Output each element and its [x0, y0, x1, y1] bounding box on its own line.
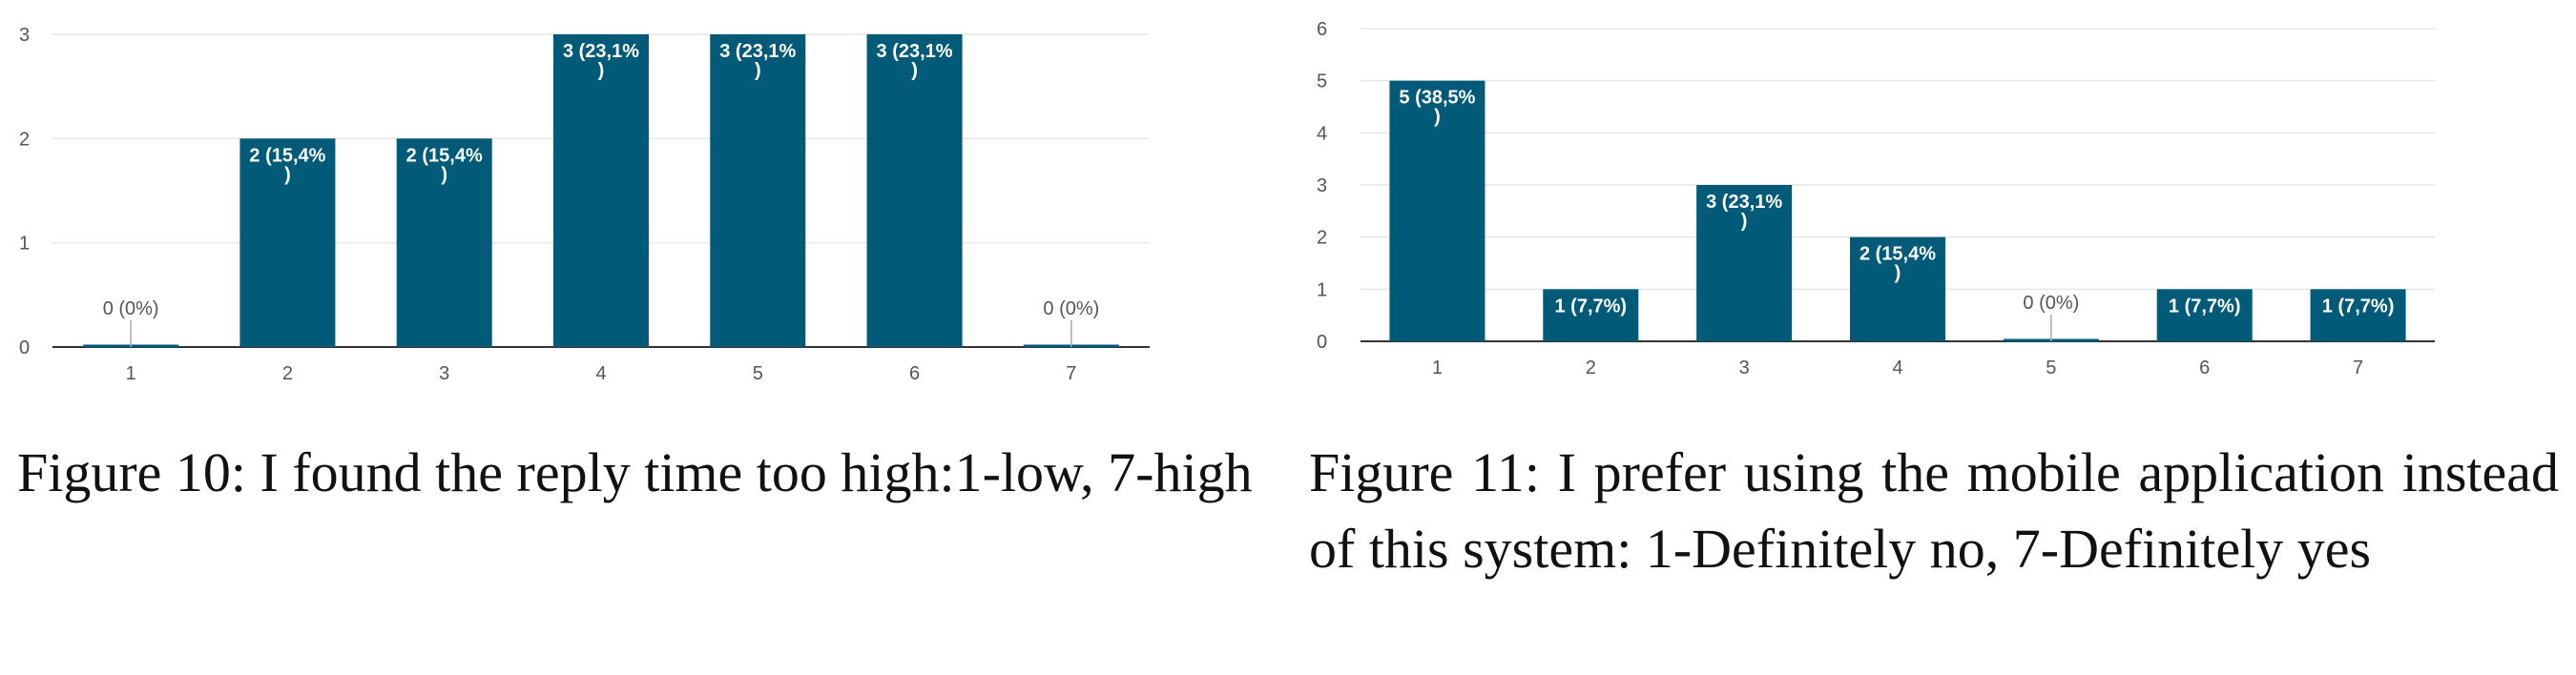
figure-11-caption: Figure 11: I prefer using the mobile app… [1309, 441, 2559, 580]
x-tick-label: 4 [595, 363, 606, 384]
data-label: 2 (15,4% [1859, 244, 1936, 265]
data-label: 3 (23,1% [1706, 192, 1782, 213]
figure-11-chart: 0 1 2 3 4 5 6 1 5 (38,5%) 2 1 (7,7%) 3 3 (23,1%) 4 2 (… [1298, 0, 2576, 400]
data-label: ) [598, 60, 605, 81]
x-tick-label: 6 [909, 363, 920, 384]
data-label: 2 (15,4% [406, 145, 483, 166]
figure-10-bar-chart: 0 1 2 3 1 0 (0%) 2 2 (15,4%) 3 2 (15,4%) 4 3 (23,1%… [19, 25, 1150, 384]
x-tick-label: 3 [439, 363, 449, 384]
figure-10-chart: 0 1 2 3 1 0 (0%) 2 2 (15,4%) 3 2 (15,4%) 4 3 (23,1%… [0, 0, 1298, 400]
bar [553, 34, 649, 347]
bar [1543, 289, 1639, 341]
y-tick-label: 3 [19, 25, 30, 46]
data-label: ) [284, 164, 291, 185]
data-label: ) [1434, 107, 1441, 128]
data-label: ) [441, 164, 447, 185]
x-tick-label: 7 [1066, 363, 1076, 384]
bar [2310, 289, 2406, 341]
x-tick-label: 3 [1739, 358, 1750, 378]
y-tick-label: 1 [19, 234, 30, 255]
figure-10-caption: Figure 10: I found the reply time too hi… [17, 441, 1253, 503]
bar [1850, 236, 1945, 341]
x-tick-label: 4 [1892, 358, 1902, 378]
x-tick-label: 6 [2199, 358, 2210, 378]
figure-11-bar-chart: 0 1 2 3 4 5 6 1 5 (38,5%) 2 1 (7,7%) 3 3 (23,1%) 4 2 (… [1317, 19, 2435, 378]
data-label: 1 (7,7%) [1554, 296, 1627, 317]
x-tick-label: 5 [2046, 358, 2056, 378]
y-tick-label: 5 [1317, 72, 1327, 92]
bar [396, 138, 492, 347]
x-tick-label: 7 [2353, 358, 2363, 378]
data-label: 0 (0%) [1043, 298, 1099, 319]
y-tick-label: 2 [1317, 228, 1327, 249]
data-label: ) [1895, 263, 1901, 284]
x-tick-label: 2 [1586, 358, 1596, 378]
data-label: 0 (0%) [103, 298, 159, 319]
data-label: 2 (15,4% [249, 145, 325, 166]
data-label: 1 (7,7%) [2322, 296, 2395, 317]
data-label: 3 (23,1% [719, 41, 796, 62]
y-tick-label: 0 [1317, 332, 1327, 353]
data-label: 3 (23,1% [563, 41, 639, 62]
x-tick-label: 1 [126, 363, 136, 384]
data-label: 0 (0%) [2023, 293, 2079, 314]
x-tick-label: 1 [1432, 358, 1443, 378]
data-label: 5 (38,5% [1399, 88, 1475, 109]
y-tick-label: 2 [19, 129, 30, 150]
bar [239, 138, 336, 347]
y-tick-label: 3 [1317, 175, 1327, 196]
y-tick-label: 6 [1317, 19, 1327, 40]
x-tick-label: 5 [753, 363, 763, 384]
bar [2156, 289, 2253, 341]
x-tick-label: 2 [282, 363, 293, 384]
bar [1696, 185, 1793, 341]
data-label: ) [755, 60, 761, 81]
y-tick-label: 4 [1317, 123, 1327, 144]
y-tick-label: 0 [19, 338, 30, 358]
data-label: 3 (23,1% [877, 41, 953, 62]
data-label: ) [1741, 211, 1748, 232]
bar [866, 34, 963, 347]
y-tick-label: 1 [1317, 279, 1327, 300]
data-label: ) [911, 60, 918, 81]
bar [710, 34, 806, 347]
data-label: 1 (7,7%) [2169, 296, 2241, 317]
bar [1389, 80, 1485, 342]
